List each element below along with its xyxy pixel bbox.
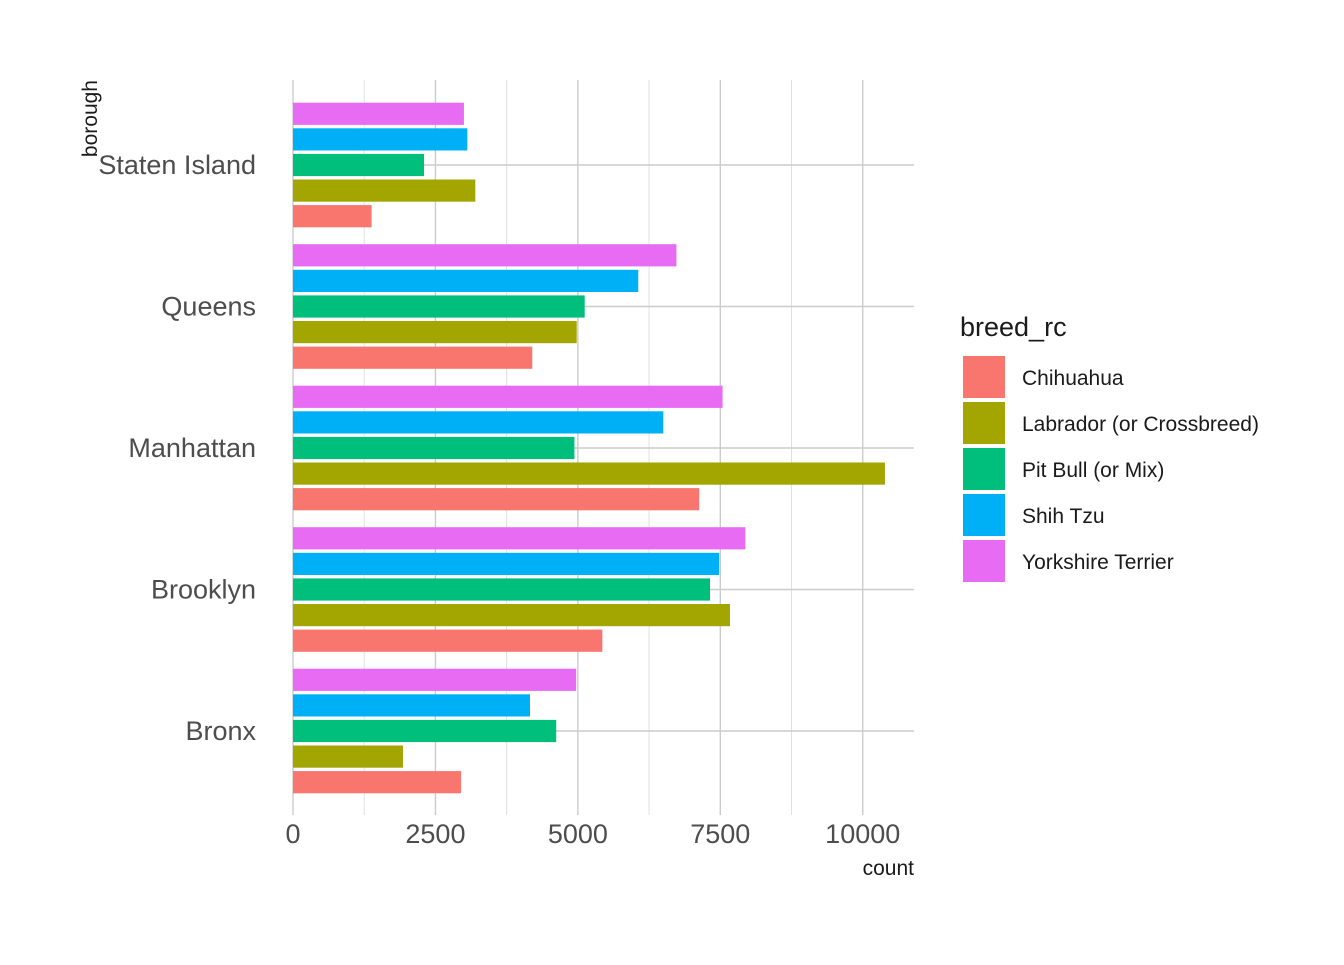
x-tick-label: 2500 [405, 819, 465, 849]
legend-label: Chihuahua [1022, 367, 1124, 390]
bar-labrador-or-crossbreed-queens [293, 321, 577, 344]
bar-labrador-or-crossbreed-bronx [293, 745, 403, 768]
y-tick-label: Manhattan [128, 433, 256, 463]
bar-labrador-or-crossbreed-manhattan [293, 462, 885, 485]
legend-label: Pit Bull (or Mix) [1022, 459, 1164, 482]
legend-key [963, 540, 1005, 582]
legend-label: Yorkshire Terrier [1022, 551, 1174, 574]
y-axis-label: borough [79, 80, 102, 157]
bar-chihuahua-staten-island [293, 205, 372, 228]
x-axis-label: count [863, 857, 915, 880]
legend-key [963, 356, 1005, 398]
legend-label: Shih Tzu [1022, 505, 1105, 528]
legend-key [963, 448, 1005, 490]
y-tick-label: Bronx [185, 716, 256, 746]
y-tick-label: Staten Island [98, 150, 256, 180]
bar-yorkshire-terrier-brooklyn [293, 527, 746, 550]
bar-shih-tzu-staten-island [293, 128, 468, 151]
legend-label: Labrador (or Crossbreed) [1022, 413, 1259, 436]
bar-yorkshire-terrier-manhattan [293, 385, 723, 408]
bar-shih-tzu-bronx [293, 694, 531, 717]
y-tick-label: Brooklyn [151, 575, 256, 605]
bar-pit-bull-or-mix-staten-island [293, 153, 425, 177]
bar-chihuahua-bronx [293, 771, 462, 794]
x-tick-label: 0 [285, 819, 300, 849]
bar-shih-tzu-queens [293, 269, 639, 292]
y-tick-label: Queens [161, 292, 256, 322]
bar-pit-bull-or-mix-bronx [293, 719, 557, 743]
bar-chihuahua-manhattan [293, 488, 700, 511]
legend-key [963, 494, 1005, 536]
bar-chihuahua-brooklyn [293, 629, 603, 652]
legend: breed_rc Chihuahua Labrador (or Crossbree… [960, 312, 1259, 582]
bar-yorkshire-terrier-bronx [293, 668, 577, 691]
bar-yorkshire-terrier-staten-island [293, 102, 464, 125]
bar-yorkshire-terrier-queens [293, 244, 677, 267]
x-tick-label: 10000 [825, 819, 900, 849]
bar-labrador-or-crossbreed-brooklyn [293, 604, 730, 627]
legend-title: breed_rc [960, 312, 1067, 342]
legend-key [963, 402, 1005, 444]
bars [293, 102, 885, 794]
bar-labrador-or-crossbreed-staten-island [293, 179, 476, 202]
bar-shih-tzu-manhattan [293, 411, 664, 434]
x-tick-label: 7500 [690, 819, 750, 849]
bar-pit-bull-or-mix-queens [293, 295, 585, 318]
axes: 0 2500 5000 7500 10000 Bronx Brooklyn Manhattan… [98, 150, 900, 849]
bar-pit-bull-or-mix-manhattan [293, 436, 575, 460]
bar-pit-bull-or-mix-brooklyn [293, 578, 711, 601]
bar-shih-tzu-brooklyn [293, 552, 720, 575]
bar-chihuahua-queens [293, 346, 533, 369]
x-tick-label: 5000 [548, 819, 608, 849]
